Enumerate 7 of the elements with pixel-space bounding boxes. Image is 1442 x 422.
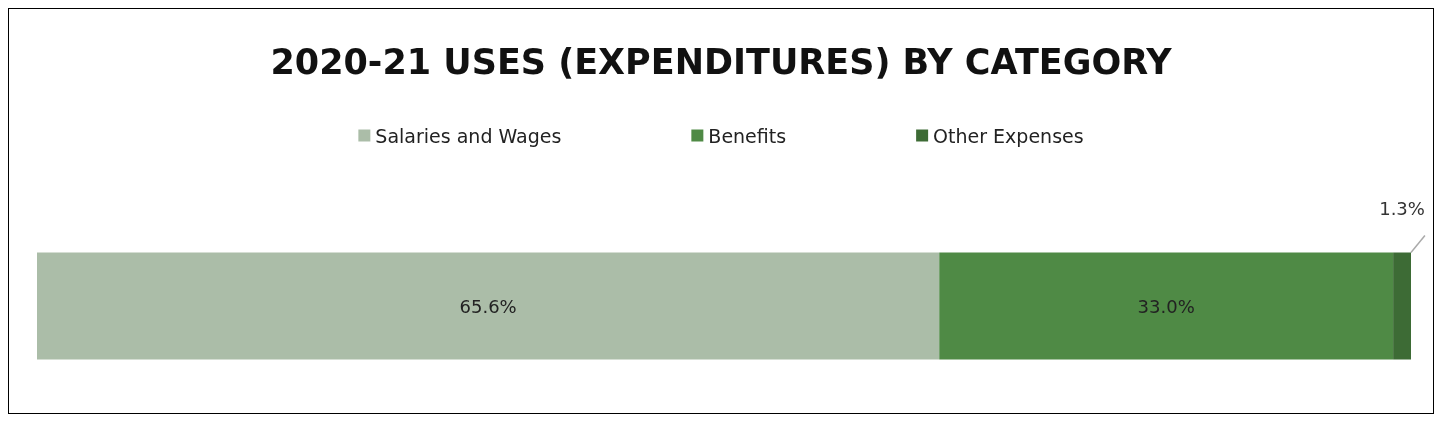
chart-title: 2020-21 USES (EXPENDITURES) BY CATEGORY	[270, 41, 1173, 82]
data-label: 1.3%	[1379, 198, 1425, 219]
data-label: 65.6%	[459, 295, 517, 317]
legend-label: Benefits	[708, 124, 787, 147]
data-label: 33.0%	[1137, 295, 1195, 317]
legend-label: Salaries and Wages	[375, 124, 562, 147]
legend-label: Other Expenses	[933, 124, 1084, 147]
